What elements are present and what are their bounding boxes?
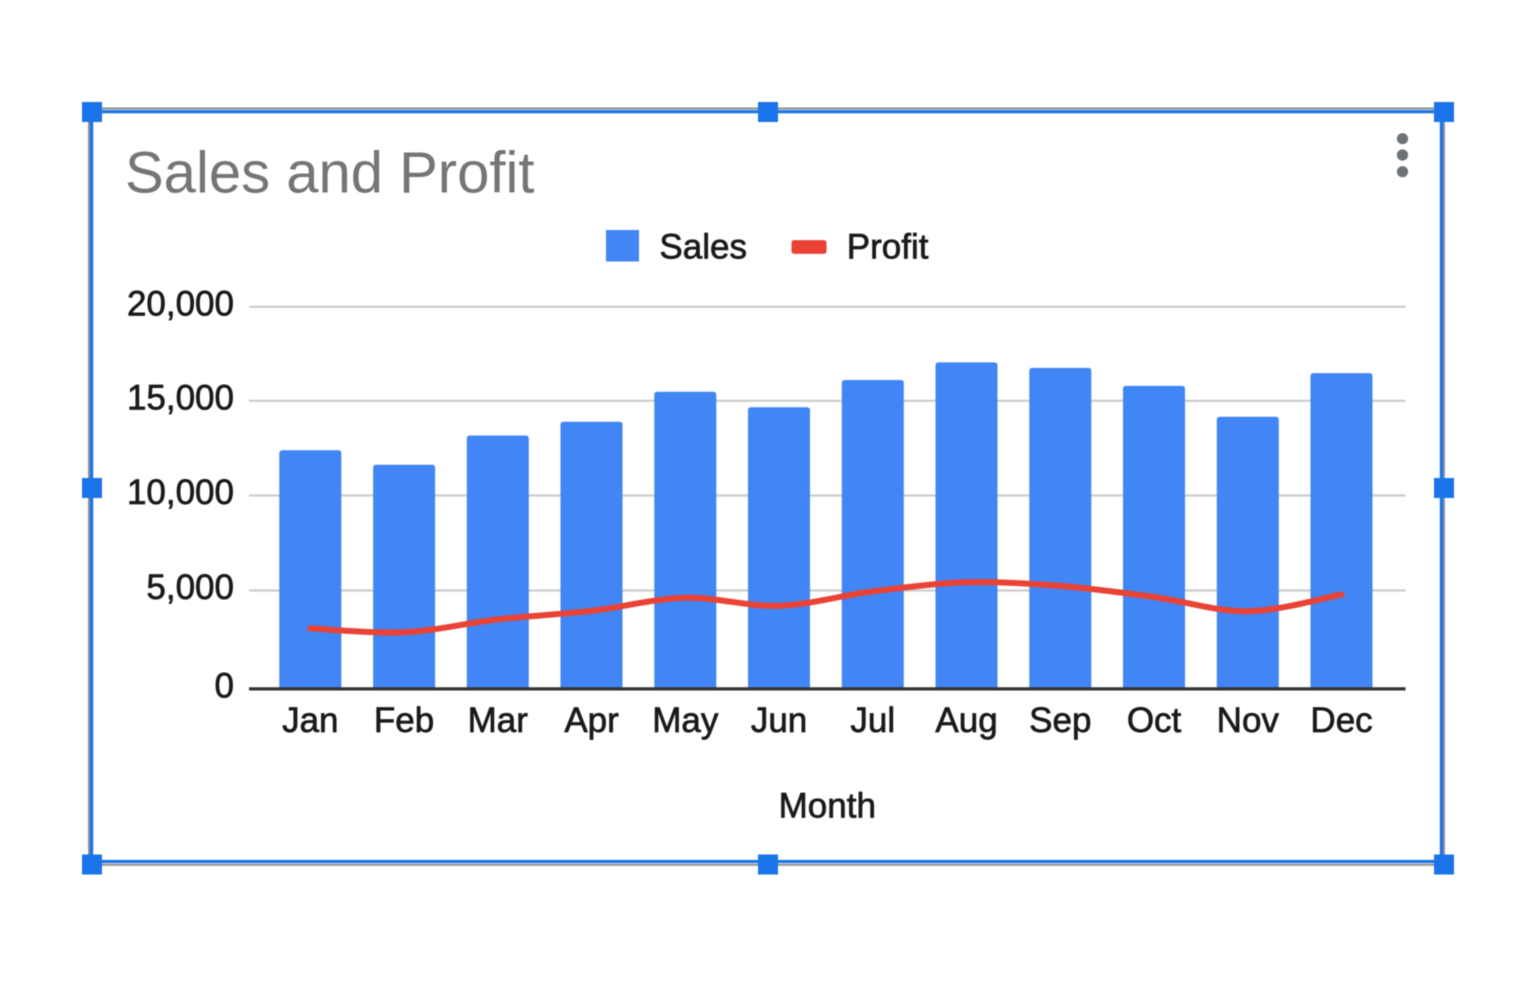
svg-text:Jun: Jun [751, 701, 807, 740]
svg-text:Feb: Feb [374, 701, 434, 740]
svg-text:0: 0 [215, 667, 234, 706]
svg-text:Sales and Profit: Sales and Profit [125, 140, 534, 205]
svg-text:Apr: Apr [564, 701, 619, 740]
svg-text:May: May [652, 701, 719, 740]
svg-text:Aug: Aug [935, 701, 997, 740]
svg-text:Oct: Oct [1127, 701, 1182, 740]
svg-text:Profit: Profit [847, 228, 929, 267]
svg-text:Jan: Jan [282, 701, 338, 740]
svg-text:Month: Month [779, 787, 876, 826]
svg-text:Sep: Sep [1029, 701, 1091, 740]
svg-text:Nov: Nov [1217, 701, 1280, 740]
svg-text:10,000: 10,000 [127, 473, 234, 512]
svg-text:Dec: Dec [1310, 701, 1372, 740]
svg-text:5,000: 5,000 [146, 568, 234, 607]
svg-text:20,000: 20,000 [127, 284, 234, 323]
svg-text:Mar: Mar [468, 701, 529, 740]
svg-text:Sales: Sales [659, 228, 747, 267]
svg-text:Jul: Jul [850, 701, 895, 740]
svg-text:15,000: 15,000 [127, 378, 234, 417]
